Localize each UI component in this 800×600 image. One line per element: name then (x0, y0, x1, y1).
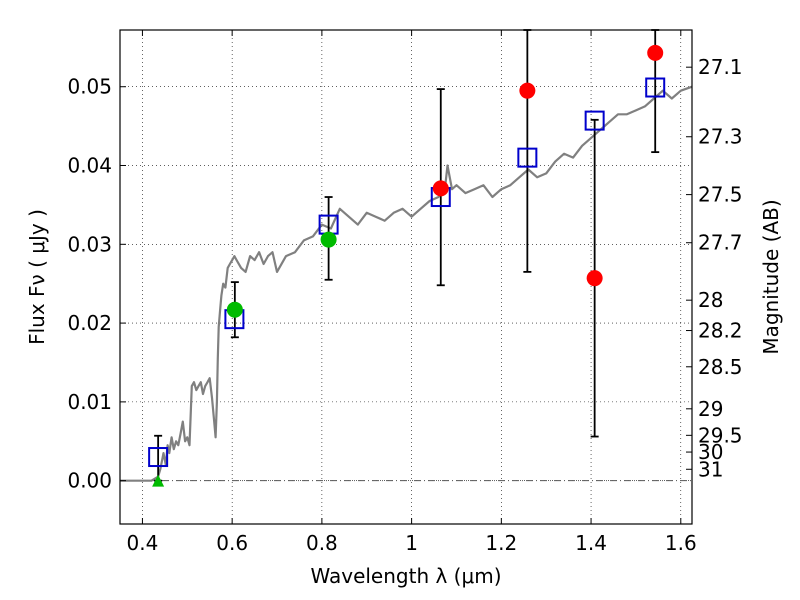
low-significance-point (586, 270, 603, 287)
model-photometry-square (148, 447, 169, 468)
mag-tick-label: 29.5 (698, 423, 743, 447)
y-tick-label: 0.03 (67, 232, 112, 256)
y-axis-label: Flux Fν ( μJy ) (25, 209, 49, 345)
x-tick-label: 1 (405, 531, 418, 555)
x-tick-label: 1.6 (665, 531, 697, 555)
detection-point (320, 231, 337, 248)
model-photometry-square (584, 110, 605, 131)
x-tick-label: 0.8 (306, 531, 338, 555)
error-bars (154, 29, 660, 482)
mag-tick-label: 28.2 (698, 319, 743, 343)
mag-tick-label: 27.3 (698, 125, 743, 149)
low-significance-point (647, 44, 664, 61)
low-significance-point (519, 82, 536, 99)
model-photometry-square (517, 147, 538, 168)
plot-frame (119, 29, 693, 525)
mag-tick-label: 29 (698, 397, 723, 421)
y-tick-label: 0.04 (67, 154, 112, 178)
mag-tick-label: 30 (698, 440, 723, 464)
x-axis-label: Wavelength λ (μm) (310, 564, 501, 588)
y-tick-label: 0.00 (67, 469, 112, 493)
mag-tick-label: 31 (698, 457, 723, 481)
mag-tick-label: 28 (698, 288, 723, 312)
model-sed-curve (120, 85, 693, 482)
y-tick-label: 0.02 (67, 311, 112, 335)
y2-axis-label: Magnitude (AB) (759, 199, 783, 354)
mag-tick-label: 27.1 (698, 55, 743, 79)
mag-tick-label: 27.5 (698, 183, 743, 207)
y-tick-label: 0.05 (67, 75, 112, 99)
x-tick-label: 0.6 (216, 531, 248, 555)
upper-limit-marker (152, 474, 165, 487)
grid-lines (120, 30, 692, 524)
x-tick-label: 0.4 (127, 531, 159, 555)
low-significance-point (432, 180, 449, 197)
y-tick-label: 0.01 (67, 390, 112, 414)
mag-tick-label: 27.7 (698, 231, 743, 255)
detection-point (226, 301, 243, 318)
x-tick-label: 1.2 (485, 531, 517, 555)
x-tick-label: 1.4 (575, 531, 607, 555)
observed-points-layer (152, 44, 664, 487)
model-sed-layer (120, 85, 693, 482)
mag-tick-label: 28.5 (698, 355, 743, 379)
axis-ticks: 0.4 0.6 0.8 1 1.2 1.4 1.6 0.00 0.01 0.02 0.03 0.04 0… (67, 30, 743, 555)
model-photometry-layer (148, 77, 666, 468)
model-photometry-square (645, 77, 666, 98)
